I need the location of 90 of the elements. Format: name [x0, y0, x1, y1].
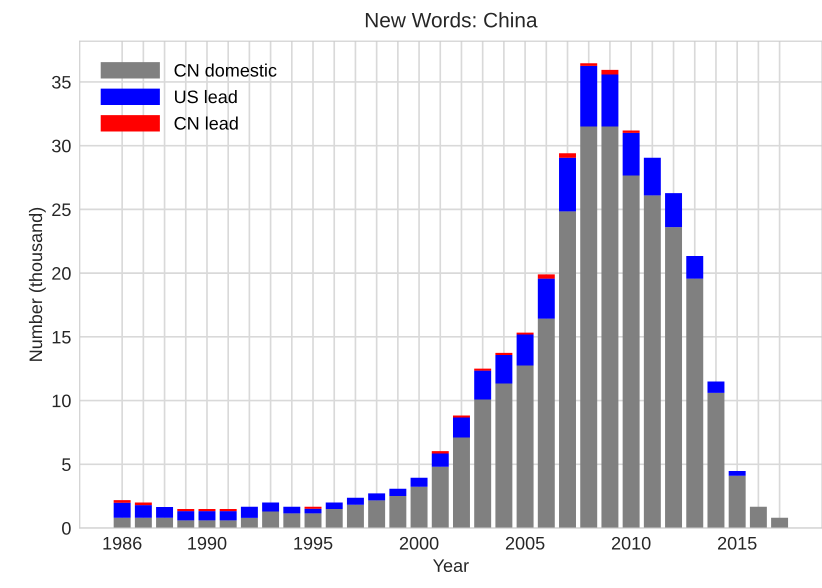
bar — [156, 506, 174, 518]
bar — [346, 504, 364, 528]
y-tick-label: 25 — [52, 203, 71, 216]
y-tick-label: 30 — [52, 140, 71, 152]
bar — [283, 513, 300, 528]
bar — [559, 158, 576, 212]
bar — [516, 334, 534, 366]
x-tick-label: 2005 — [506, 536, 544, 550]
bar — [220, 511, 237, 520]
bar — [240, 506, 258, 518]
bar — [707, 381, 724, 393]
bar — [240, 518, 258, 528]
bar — [262, 511, 280, 528]
bar — [389, 488, 406, 496]
bar — [326, 502, 343, 510]
x-tick-label: 1986 — [103, 536, 142, 550]
bar — [432, 453, 449, 467]
y-tick-label: 0 — [62, 522, 71, 535]
bar — [707, 392, 724, 528]
bar — [622, 175, 640, 528]
bar — [644, 158, 661, 196]
y-tick-label: 35 — [52, 76, 71, 89]
bar — [114, 502, 131, 518]
x-tick-label: 2015 — [718, 536, 756, 550]
bar — [134, 518, 152, 528]
bar — [771, 518, 788, 528]
x-axis-title: Year — [433, 559, 469, 572]
bar — [177, 511, 194, 520]
bar — [728, 476, 746, 528]
bar — [686, 278, 704, 528]
bar — [474, 370, 492, 400]
bar — [601, 126, 618, 528]
bar — [452, 438, 470, 528]
x-tick-label: 2000 — [400, 536, 438, 550]
bar — [665, 193, 682, 228]
bar — [410, 478, 428, 487]
x-tick-label: 2010 — [612, 536, 651, 550]
bar — [134, 502, 152, 506]
bar — [177, 520, 194, 528]
bar — [368, 500, 386, 528]
y-tick-label: 15 — [52, 330, 71, 344]
bar — [516, 366, 534, 528]
bar — [134, 505, 152, 518]
bar — [368, 493, 386, 500]
chart-title: New Words: China — [366, 12, 538, 28]
bar — [346, 498, 364, 505]
bar — [262, 502, 280, 512]
bar — [114, 500, 131, 503]
x-tick-label: 1995 — [294, 536, 332, 550]
bar — [410, 486, 428, 528]
legend-label: US lead — [175, 90, 237, 104]
bar — [304, 508, 322, 514]
bar — [559, 153, 576, 158]
bar — [559, 211, 576, 528]
legend-label: CN domestic — [174, 63, 276, 77]
bar — [114, 518, 131, 528]
y-tick-label: 5 — [62, 458, 71, 472]
bar — [601, 74, 618, 127]
bar — [665, 227, 682, 528]
bar — [198, 520, 216, 528]
bar — [432, 466, 449, 528]
bar — [601, 70, 618, 75]
bar — [686, 256, 704, 279]
bar — [452, 418, 470, 438]
y-tick-label: 20 — [52, 267, 71, 280]
bar — [156, 518, 174, 528]
bar — [220, 520, 237, 528]
bar — [326, 509, 343, 528]
bar — [622, 132, 640, 176]
bar — [304, 513, 322, 528]
bar — [474, 400, 492, 528]
bar — [495, 354, 512, 384]
bar — [452, 415, 470, 418]
y-axis-title: Number (thousand) — [28, 208, 46, 361]
y-tick-label: 10 — [52, 394, 71, 408]
bar — [580, 63, 598, 66]
bar — [580, 126, 598, 528]
bar — [580, 66, 598, 127]
bar — [283, 506, 300, 514]
bar — [538, 274, 555, 279]
bar — [198, 511, 216, 520]
bar — [495, 383, 512, 528]
bar — [538, 318, 555, 528]
legend-label: CN lead — [174, 116, 238, 130]
x-tick-label: 1990 — [188, 536, 226, 550]
bar — [750, 506, 767, 528]
bar — [728, 471, 746, 476]
bar — [538, 278, 555, 319]
bar — [389, 496, 406, 528]
bar — [644, 195, 661, 528]
